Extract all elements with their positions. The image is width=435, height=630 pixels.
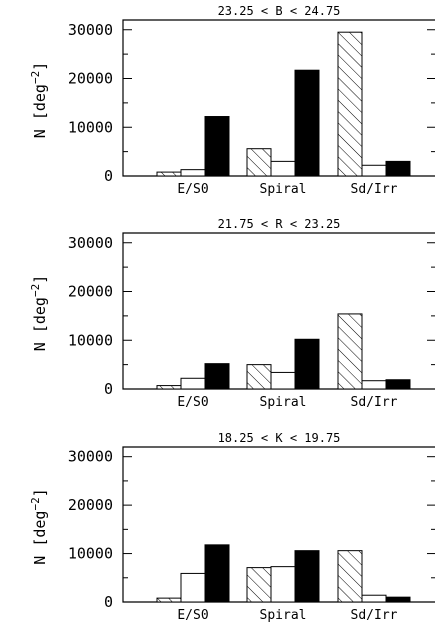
y-tick-label: 0 (104, 593, 113, 611)
bar-sd-irr-filled (385, 160, 411, 177)
bar-e-s0-hatched (156, 171, 182, 177)
category-label: Spiral (260, 182, 307, 197)
y-axis-label: N [deg−2] (29, 275, 49, 351)
bar-spiral-open (270, 566, 296, 603)
y-axis-label: N [deg−2] (29, 62, 49, 138)
y-axis-label: N [deg−2] (29, 488, 49, 564)
y-tick-label: 10000 (68, 545, 113, 563)
y-tick-label: 20000 (68, 496, 113, 514)
panel-3: 18.25 < K < 19.75 N [deg−2] 0 10000 20000 300… (29, 431, 435, 623)
category-label: Sd/Irr (351, 395, 398, 410)
y-axis-label-close: ] (31, 62, 49, 71)
category-label: Spiral (260, 395, 307, 410)
plot-frame (122, 232, 435, 390)
bar-spiral-hatched (246, 364, 272, 390)
bar-e-s0-hatched (156, 385, 182, 390)
bar-e-s0-hatched (156, 597, 182, 603)
y-tick-label: 30000 (68, 448, 113, 466)
panel-title: 18.25 < K < 19.75 (218, 431, 341, 445)
y-axis-label-close: ] (31, 275, 49, 284)
bar-spiral-open (270, 160, 296, 177)
bar-e-s0-filled (204, 116, 230, 177)
panel-title: 23.25 < B < 24.75 (218, 4, 341, 18)
category-label: Sd/Irr (351, 182, 398, 197)
y-axis-label-main: N [deg (31, 511, 49, 565)
bar-e-s0-open (180, 572, 206, 603)
bar-e-s0-filled (204, 544, 230, 603)
y-axis-label-close: ] (31, 488, 49, 497)
bar-spiral-filled (294, 550, 320, 603)
bar-sd-irr-hatched (337, 31, 363, 177)
bar-sd-irr-hatched (337, 313, 363, 390)
y-axis-label-exponent: −2 (29, 284, 42, 297)
plot-frame (122, 19, 435, 177)
bar-sd-irr-filled (385, 379, 411, 390)
y-tick-label: 0 (104, 380, 113, 398)
y-axis-label-exponent: −2 (29, 71, 42, 84)
category-label: E/S0 (177, 182, 208, 197)
y-axis-label-exponent: −2 (29, 497, 42, 510)
y-tick-label: 10000 (68, 118, 113, 136)
y-tick-label: 30000 (68, 234, 113, 252)
bar-sd-irr-filled (385, 596, 411, 603)
y-axis-label-main: N [deg (31, 297, 49, 351)
bar-spiral-filled (294, 69, 320, 177)
category-label: Sd/Irr (351, 608, 398, 623)
bar-spiral-hatched (246, 567, 272, 603)
y-tick-label: 20000 (68, 283, 113, 301)
bar-e-s0-filled (204, 363, 230, 390)
bar-sd-irr-open (361, 380, 387, 390)
bar-sd-irr-hatched (337, 550, 363, 603)
category-label: Spiral (260, 608, 307, 623)
y-tick-label: 20000 (68, 70, 113, 88)
y-tick-label: 10000 (68, 331, 113, 349)
bar-sd-irr-open (361, 164, 387, 177)
category-label: E/S0 (177, 608, 208, 623)
panel-title: 21.75 < R < 23.25 (218, 217, 341, 231)
bar-spiral-open (270, 371, 296, 390)
y-tick-label: 0 (104, 167, 113, 185)
category-label: E/S0 (177, 395, 208, 410)
bar-e-s0-open (180, 377, 206, 390)
bar-e-s0-open (180, 169, 206, 177)
bar-sd-irr-open (361, 594, 387, 603)
bar-spiral-filled (294, 338, 320, 390)
panel-1: 23.25 < B < 24.75 N [deg−2] 0 10000 20000 300… (29, 4, 435, 197)
bar-spiral-hatched (246, 148, 272, 177)
y-axis-label-main: N [deg (31, 84, 49, 138)
y-tick-label: 30000 (68, 21, 113, 39)
panel-2: 21.75 < R < 23.25 N [deg−2] 0 10000 20000 300… (29, 217, 435, 410)
